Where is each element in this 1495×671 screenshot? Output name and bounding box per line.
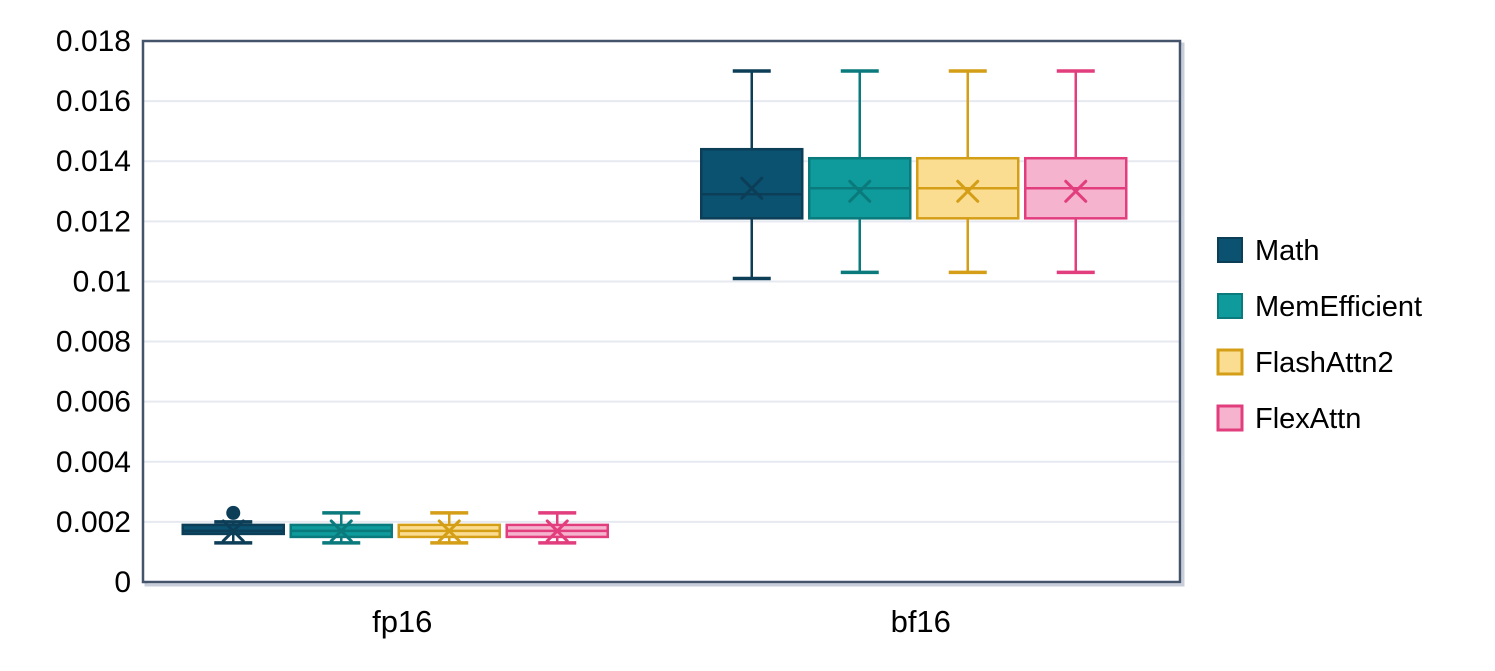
legend: Math MemEfficient FlashAttn2 FlexAttn	[1216, 235, 1422, 435]
plot-area	[143, 41, 1180, 582]
box-flexattn-bf16	[1024, 69, 1128, 275]
x-axis-category-labels: fp16 bf16	[372, 604, 951, 639]
series-memefficient	[289, 69, 912, 545]
legend-swatch-flashattn2-icon	[1216, 348, 1244, 376]
y-tick-label: 0.002	[56, 506, 131, 539]
y-tick-label: 0	[114, 566, 131, 599]
legend-swatch-math-icon	[1217, 237, 1243, 263]
y-tick-label: 0.014	[56, 145, 131, 178]
legend-label: FlexAttn	[1255, 403, 1361, 435]
y-axis-tick-labels: 0 0.002 0.004 0.006 0.008 0.01 0.012 0.014 0.016…	[56, 25, 131, 599]
y-tick-label: 0.008	[56, 326, 131, 359]
y-tick-label: 0.012	[56, 205, 131, 238]
y-tick-label: 0.006	[56, 386, 131, 419]
y-tick-label: 0.004	[56, 446, 131, 479]
x-category-label-fp16: fp16	[372, 604, 432, 639]
mean-x-marker	[1064, 179, 1088, 203]
box-flashattn2-fp16	[397, 511, 501, 545]
y-tick-label: 0.01	[73, 265, 131, 298]
series-flashattn2	[397, 69, 1020, 545]
box-math-bf16	[700, 69, 804, 281]
outlier-dot	[226, 505, 241, 520]
mean-x-marker	[545, 519, 569, 543]
legend-label: FlashAttn2	[1255, 347, 1394, 379]
y-tick-label: 0.016	[56, 85, 131, 118]
y-tick-label: 0.018	[56, 25, 131, 58]
plot-border	[141, 39, 1182, 584]
box-memefficient-fp16	[289, 511, 393, 545]
mean-x-marker	[848, 179, 872, 203]
box-memefficient-bf16	[808, 69, 912, 275]
legend-swatch-flexattn-icon	[1216, 404, 1244, 432]
box-flashattn2-bf16	[916, 69, 1020, 275]
box-math-fp16	[181, 505, 285, 545]
series-flexattn	[505, 69, 1128, 545]
iqr-box	[700, 147, 804, 220]
legend-label: Math	[1255, 235, 1319, 267]
legend-item-memefficient: MemEfficient	[1217, 291, 1422, 323]
x-category-label-bf16: bf16	[891, 604, 951, 639]
legend-item-flashattn2: FlashAttn2	[1216, 347, 1394, 379]
legend-label: MemEfficient	[1255, 291, 1422, 323]
mean-x-marker	[221, 519, 245, 543]
mean-x-marker	[437, 519, 461, 543]
legend-swatch-memefficient-icon	[1217, 293, 1243, 319]
mean-x-marker	[329, 519, 353, 543]
mean-x-marker	[956, 179, 980, 203]
series-math	[181, 69, 804, 545]
legend-item-math: Math	[1217, 235, 1319, 267]
box-flexattn-fp16	[505, 511, 609, 545]
mean-x-marker	[740, 176, 764, 200]
legend-item-flexattn: FlexAttn	[1216, 403, 1361, 435]
